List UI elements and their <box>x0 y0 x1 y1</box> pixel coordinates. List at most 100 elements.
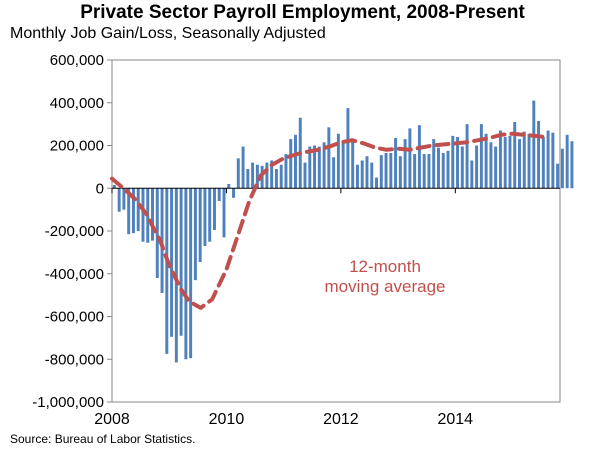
bar <box>122 188 126 210</box>
bar <box>141 188 145 242</box>
bar <box>513 121 517 189</box>
moving-average-annotation: moving average <box>325 277 446 296</box>
bar <box>294 134 297 189</box>
bar <box>265 162 269 189</box>
bar <box>398 156 402 189</box>
bar <box>127 188 131 235</box>
bar <box>136 188 140 231</box>
bar <box>241 146 245 189</box>
bar <box>370 162 374 189</box>
bar <box>522 131 526 189</box>
bar <box>341 141 345 189</box>
bar <box>165 188 169 354</box>
bar <box>251 162 255 189</box>
bar <box>355 164 359 189</box>
bar <box>179 188 183 336</box>
bar <box>441 152 445 189</box>
bar <box>451 135 455 189</box>
bar <box>394 138 398 189</box>
bar <box>212 188 216 230</box>
bar <box>327 127 331 189</box>
bar <box>427 154 431 189</box>
y-tick-label: -200,000 <box>45 223 104 240</box>
bar <box>556 163 560 189</box>
bar <box>284 154 288 189</box>
bar <box>217 188 221 202</box>
bar <box>503 136 507 189</box>
x-tick-label: 2012 <box>323 411 359 428</box>
bar <box>336 133 340 189</box>
bar <box>203 188 207 246</box>
bar <box>308 146 312 189</box>
chart-title: Private Sector Payroll Employment, 2008-… <box>80 2 525 23</box>
bar <box>189 188 193 359</box>
plot-frame <box>111 59 561 403</box>
x-tick-label: 2008 <box>94 411 130 428</box>
y-tick-label: 400,000 <box>50 95 104 112</box>
bar <box>346 108 350 189</box>
y-tick-label: 600,000 <box>50 52 104 69</box>
bar <box>551 132 555 189</box>
bar <box>475 145 479 189</box>
bar <box>117 188 121 212</box>
bar <box>436 147 440 189</box>
bar <box>151 188 154 241</box>
bar <box>227 183 231 189</box>
bar <box>413 154 417 189</box>
bar <box>527 133 531 189</box>
bar <box>489 142 493 189</box>
bar <box>465 124 469 189</box>
y-tick-label: 200,000 <box>50 138 104 155</box>
bar <box>131 188 135 234</box>
bar <box>270 160 274 189</box>
bar <box>274 169 278 189</box>
bar <box>498 130 502 189</box>
bar <box>303 162 307 189</box>
bar <box>470 160 474 189</box>
bar <box>222 188 226 238</box>
bar <box>479 124 483 189</box>
bar <box>403 139 407 189</box>
bar <box>360 160 364 189</box>
y-tick-label: 0 <box>96 180 104 197</box>
bar <box>232 188 236 198</box>
bar <box>389 152 393 189</box>
bar <box>313 145 317 189</box>
bar <box>432 139 436 189</box>
bar <box>375 177 378 189</box>
x-tick-label: 2010 <box>209 411 245 428</box>
bar <box>570 141 574 189</box>
bar <box>332 157 336 189</box>
chart-subtitle: Monthly Job Gain/Loss, Seasonally Adjust… <box>10 25 326 42</box>
bar <box>408 128 412 189</box>
y-tick-label: -600,000 <box>45 309 104 326</box>
bar <box>546 130 550 189</box>
bar <box>208 188 212 242</box>
bar <box>460 146 464 189</box>
bar <box>379 155 383 189</box>
bar <box>317 146 321 189</box>
bar <box>494 146 498 189</box>
bar <box>255 164 259 189</box>
bar <box>417 125 421 189</box>
bar <box>289 139 293 189</box>
bar <box>532 100 536 189</box>
bar <box>279 164 283 189</box>
bar <box>198 188 202 262</box>
bar <box>384 152 388 189</box>
bar <box>484 133 488 189</box>
bar <box>508 135 512 189</box>
bar <box>193 188 197 281</box>
bar <box>560 148 564 189</box>
bar <box>541 136 545 189</box>
bar <box>322 142 326 189</box>
y-tick-label: -800,000 <box>45 351 104 368</box>
x-tick-label: 2014 <box>437 411 473 428</box>
bar <box>518 139 521 189</box>
bar <box>422 154 426 189</box>
moving-average-line <box>110 131 546 310</box>
bar <box>365 156 369 189</box>
bar <box>351 141 355 189</box>
bar <box>456 136 460 189</box>
